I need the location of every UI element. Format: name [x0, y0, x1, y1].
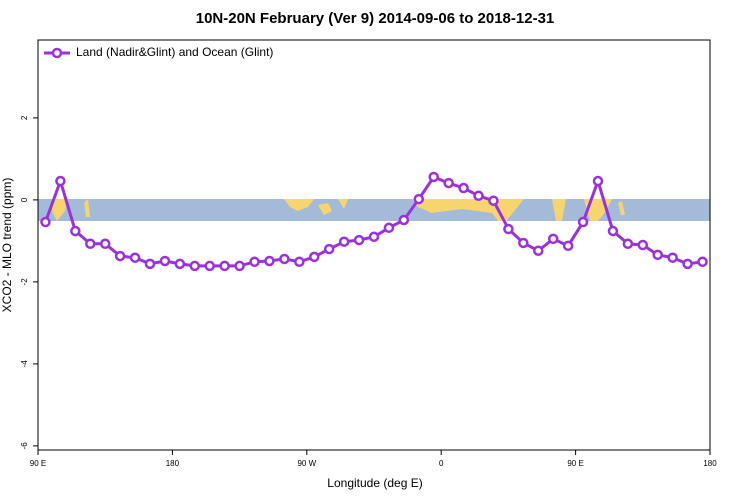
y-tick-label: -4 [20, 360, 29, 368]
data-point [652, 249, 663, 261]
data-point [577, 216, 589, 228]
data-point [159, 255, 171, 267]
legend-label: Land (Nadir&Glint) and Ocean (Glint) [76, 45, 273, 59]
data-point [249, 256, 260, 268]
data-point [562, 240, 574, 252]
data-point [488, 195, 499, 206]
y-tick-label: 0 [20, 197, 29, 202]
data-point [144, 258, 156, 270]
x-tick-label: 90 W [297, 459, 316, 468]
data-point [547, 233, 559, 245]
data-point [204, 260, 215, 272]
plot-frame [37, 39, 711, 451]
y-axis-label: XCO2 - MLO trend (ppm) [0, 178, 14, 313]
x-tick-label: 180 [703, 459, 717, 468]
data-point [294, 256, 305, 268]
chart-title: 10N-20N February (Ver 9) 2014-09-06 to 2… [196, 10, 555, 27]
data-point [368, 231, 380, 243]
data-point [383, 222, 395, 234]
data-point [189, 260, 201, 272]
data-point [219, 260, 230, 272]
data-point [518, 237, 529, 249]
data-point [279, 253, 290, 265]
data-point [323, 243, 335, 255]
data-point [697, 256, 708, 268]
data-point [398, 214, 410, 226]
series-line [44, 175, 703, 268]
y-tick-label: -2 [20, 278, 29, 286]
data-point [85, 238, 96, 250]
data-point [338, 236, 350, 247]
data-point [667, 252, 678, 263]
data-point [264, 255, 275, 267]
y-tick-label: -6 [20, 442, 29, 450]
data-point [129, 252, 141, 263]
data-point [174, 258, 186, 270]
data-point [443, 177, 454, 189]
legend-marker [51, 47, 63, 59]
data-point [234, 260, 245, 272]
data-point [413, 193, 425, 205]
y-tick-label: 2 [20, 115, 29, 120]
x-tick-label: 90 E [567, 459, 583, 468]
data-point [99, 238, 111, 250]
data-point [55, 175, 66, 187]
data-point [592, 175, 604, 187]
x-tick-label: 90 E [30, 459, 46, 468]
data-point [533, 245, 544, 256]
data-point [503, 223, 514, 235]
data-point [428, 171, 439, 183]
data-point [607, 225, 619, 237]
data-point [637, 239, 649, 251]
x-axis-label: Longitude (deg E) [327, 476, 422, 490]
x-tick-label: 180 [166, 459, 180, 468]
data-point [458, 182, 469, 194]
data-point [114, 250, 126, 262]
data-point [682, 258, 693, 270]
data-point [622, 238, 634, 250]
data-point [309, 251, 320, 263]
data-point [473, 190, 484, 202]
data-point [353, 234, 365, 246]
x-tick-label: 0 [439, 459, 444, 468]
data-point [70, 225, 81, 237]
data-point [40, 216, 51, 228]
